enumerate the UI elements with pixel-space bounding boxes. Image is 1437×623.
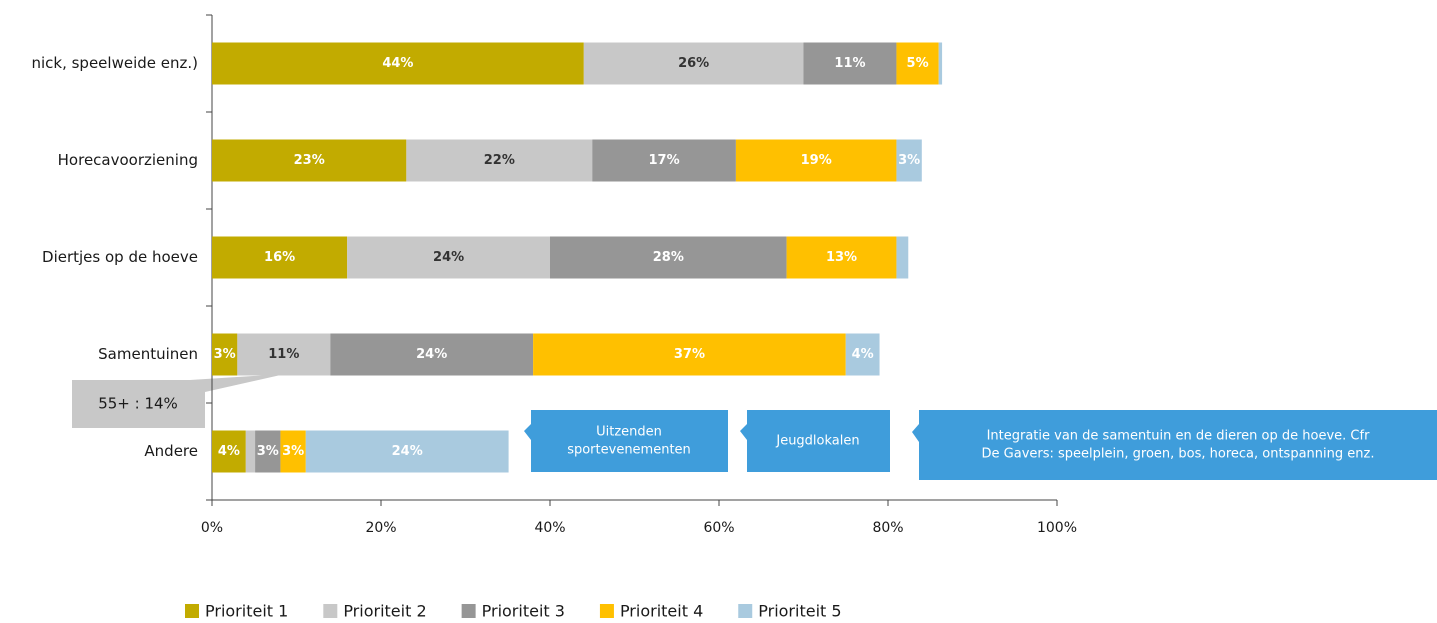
- bar-segment: [212, 333, 238, 376]
- data-label: 44%: [382, 56, 413, 71]
- bar-segment: [803, 42, 897, 85]
- data-label: 23%: [294, 153, 325, 168]
- callout-box: [72, 374, 285, 428]
- bar-segment: [212, 139, 407, 182]
- legend-label: Prioriteit 2: [343, 602, 426, 621]
- bar-segment: [533, 333, 846, 376]
- legend-swatch: [323, 604, 338, 618]
- data-label: 26%: [678, 56, 709, 71]
- callout-box: [912, 410, 1437, 480]
- data-label: 24%: [416, 347, 447, 362]
- x-tick-label: 20%: [365, 520, 396, 536]
- data-label: 3%: [257, 444, 279, 459]
- category-label: Horecavoorziening: [58, 151, 198, 169]
- bar-segment: [896, 139, 922, 182]
- data-label: 16%: [264, 250, 295, 265]
- bar-segment: [212, 236, 348, 279]
- bar-segment: [330, 333, 534, 376]
- bar-segment: [583, 42, 804, 85]
- annotation: sportevenementen: [567, 443, 691, 458]
- bar-segment: [550, 236, 787, 279]
- annotation: 55+ : 14%: [98, 395, 178, 413]
- annotation: De Gavers: speelplein, groen, bos, horec…: [982, 447, 1375, 462]
- legend-label: Prioriteit 4: [620, 602, 703, 621]
- x-tick-label: 0%: [201, 520, 223, 536]
- bar-segment: [938, 42, 943, 85]
- legend-label: Prioriteit 5: [758, 602, 841, 621]
- category-label: Samentuinen: [98, 345, 198, 363]
- data-label: 19%: [801, 153, 832, 168]
- data-label: 22%: [484, 153, 515, 168]
- annotation: Integratie van de samentuin en de dieren…: [987, 429, 1371, 444]
- data-label: 4%: [852, 347, 874, 362]
- data-label: 24%: [392, 444, 423, 459]
- bar-segment: [212, 430, 246, 473]
- legend-swatch: [461, 604, 476, 618]
- data-label: 5%: [907, 56, 929, 71]
- category-label: nick, speelweide enz.): [31, 54, 198, 72]
- data-label: 37%: [674, 347, 705, 362]
- bar-segment: [237, 333, 331, 376]
- bar-segment: [592, 139, 736, 182]
- bar-segment: [735, 139, 897, 182]
- annotation: Uitzenden: [596, 425, 662, 440]
- x-tick-label: 60%: [703, 520, 734, 536]
- legend-swatch: [738, 604, 753, 618]
- x-tick-label: 40%: [534, 520, 565, 536]
- data-label: 3%: [898, 153, 920, 168]
- data-label: 13%: [826, 250, 857, 265]
- data-label: 11%: [268, 347, 299, 362]
- bar-segment: [896, 236, 909, 279]
- x-tick-label: 100%: [1037, 520, 1077, 536]
- data-label: 17%: [649, 153, 680, 168]
- bar-segment: [896, 42, 939, 85]
- data-label: 28%: [653, 250, 684, 265]
- data-label: 3%: [282, 444, 304, 459]
- bar-segment: [245, 430, 256, 473]
- bar-segment: [212, 42, 584, 85]
- legend-swatch: [599, 604, 614, 618]
- data-label: 11%: [834, 56, 865, 71]
- data-label: 3%: [214, 347, 236, 362]
- bar-segment: [255, 430, 281, 473]
- x-tick-label: 80%: [872, 520, 903, 536]
- category-label: Diertjes op de hoeve: [42, 248, 198, 266]
- legend-label: Prioriteit 1: [205, 602, 288, 621]
- callout-box: [740, 410, 890, 472]
- bar-segment: [786, 236, 897, 279]
- bar-segment: [305, 430, 509, 473]
- legend-label: Prioriteit 3: [482, 602, 565, 621]
- legend-swatch: [185, 604, 199, 618]
- callout-box: [524, 410, 728, 472]
- bar-segment: [845, 333, 880, 376]
- annotation: Jeugdlokalen: [775, 434, 859, 449]
- data-label: 24%: [433, 250, 464, 265]
- category-label: Andere: [144, 442, 198, 460]
- data-label: 4%: [218, 444, 240, 459]
- bar-segment: [347, 236, 550, 279]
- bar-segment: [406, 139, 593, 182]
- bar-segment: [280, 430, 306, 473]
